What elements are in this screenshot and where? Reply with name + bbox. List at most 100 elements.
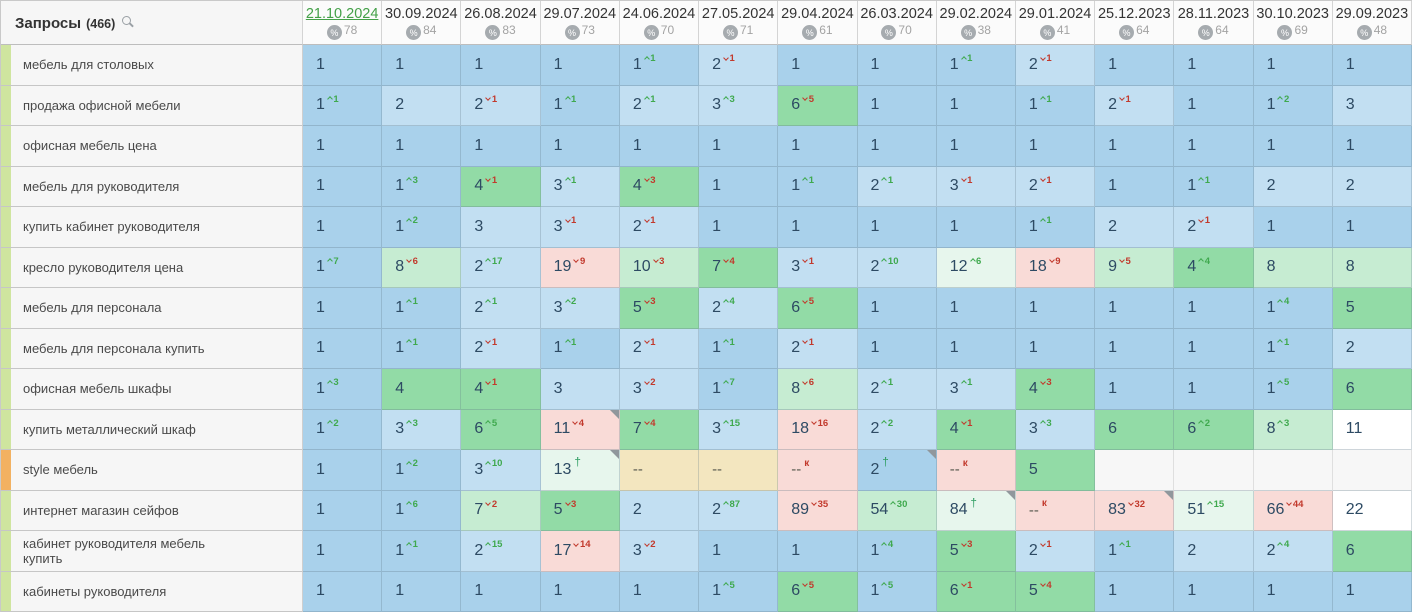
keyword-cell[interactable]: купить металлический шкаф — [1, 409, 303, 450]
column-header-date[interactable]: 28.11.2023% 64 — [1174, 1, 1254, 45]
position-value: 1 — [791, 541, 801, 559]
column-header-date[interactable]: 29.01.2024% 41 — [1015, 1, 1096, 45]
position-value: 1 — [474, 136, 484, 154]
position-cell: 1 — [778, 207, 858, 248]
new-entry-icon: † — [882, 457, 889, 469]
keyword-cell[interactable]: продажа офисной мебели — [1, 85, 303, 126]
keyword-cell[interactable]: style мебель — [1, 450, 303, 491]
keyword-cell[interactable]: офисная мебель цена — [1, 126, 303, 167]
position-value: 1 — [1187, 582, 1197, 600]
change-down-arrow: 16 — [811, 418, 828, 429]
date-label[interactable]: 29.01.2024 — [1018, 6, 1092, 22]
position-cell: 1 — [303, 531, 383, 572]
keyword-cell[interactable]: офисная мебель шкафы — [1, 369, 303, 410]
date-label[interactable]: 24.06.2024 — [622, 6, 696, 22]
column-header-date[interactable]: 26.08.2024% 83 — [461, 1, 541, 45]
change-down-arrow: 5 — [802, 297, 814, 307]
keyword-cell[interactable]: купить кабинет руководителя — [1, 207, 303, 248]
position-cell: 18 9 — [1015, 247, 1096, 288]
position-cell: 1 — [1095, 126, 1175, 167]
position-cell: 1 — [1174, 369, 1254, 410]
date-label[interactable]: 25.12.2023 — [1097, 6, 1171, 22]
position-value: 2 — [632, 501, 642, 519]
percent-icon: % — [564, 25, 580, 40]
date-label[interactable]: 29.02.2024 — [939, 6, 1013, 22]
column-header-date[interactable]: 29.07.2024% 73 — [540, 1, 620, 45]
column-header-date[interactable]: 30.10.2023% 69 — [1253, 1, 1333, 45]
date-label[interactable]: 29.09.2023 — [1335, 6, 1409, 22]
date-label[interactable]: 26.08.2024 — [464, 6, 537, 22]
change-up-arrow: 4 — [881, 540, 893, 550]
position-value: 1 — [1266, 55, 1276, 73]
position-cell: 3 — [461, 207, 541, 248]
position-value: 6 — [949, 582, 959, 600]
keyword-cell[interactable]: кабинеты руководителя — [1, 571, 303, 612]
date-label[interactable]: 29.04.2024 — [781, 6, 854, 22]
column-header-date[interactable]: 21.10.2024% 78 — [303, 1, 383, 45]
column-header-date[interactable]: 29.02.2024% 38 — [936, 1, 1016, 45]
position-value: 1 — [1108, 541, 1118, 559]
date-label[interactable]: 30.10.2023 — [1256, 6, 1329, 22]
column-header-date[interactable]: 29.04.2024% 61 — [778, 1, 858, 45]
position-value: 6 — [1345, 541, 1355, 559]
column-header-date[interactable]: 26.03.2024% 70 — [857, 1, 937, 45]
keyword-cell[interactable]: мебель для персонала купить — [1, 328, 303, 369]
position-value: 84 — [949, 501, 968, 519]
date-label[interactable]: 27.05.2024 — [701, 6, 775, 22]
change-down-arrow: 9 — [1048, 256, 1061, 267]
keyword-cell[interactable]: интернет магазин сейфов — [1, 490, 303, 531]
change-up-arrow: 6 — [969, 256, 981, 267]
keyword-cell[interactable]: мебель для персонала — [1, 288, 303, 329]
column-header-date[interactable]: 25.12.2023% 64 — [1095, 1, 1175, 45]
change-up-arrow: 2 — [1277, 94, 1289, 105]
position-value: 1 — [1345, 217, 1355, 235]
date-link-selected[interactable]: 21.10.2024 — [305, 6, 379, 22]
change-down-arrow: 1 — [723, 54, 735, 64]
visibility-badge: % 71 — [722, 23, 753, 40]
position-value: 1 — [1028, 136, 1038, 154]
date-label[interactable]: 26.03.2024 — [860, 6, 933, 22]
position-value: 1 — [1345, 55, 1355, 73]
position-value: 83 — [1108, 501, 1126, 519]
column-header-date[interactable]: 27.05.2024% 71 — [699, 1, 779, 45]
position-value: 10 — [632, 258, 651, 276]
column-header-date[interactable]: 24.06.2024% 70 — [619, 1, 700, 45]
position-value: 54 — [870, 501, 889, 519]
position-value: 1 — [712, 217, 721, 235]
position-value: 2 — [712, 55, 721, 73]
column-header-date[interactable]: 30.09.2024% 84 — [382, 1, 462, 45]
position-cell: 2 10 — [857, 247, 937, 288]
position-cell: 1 — [1332, 207, 1412, 248]
keyword-cell[interactable]: кресло руководителя цена — [1, 247, 303, 288]
percent-icon: % — [960, 25, 976, 40]
position-cell: 18 16 — [778, 409, 858, 450]
search-icon[interactable] — [122, 15, 132, 25]
position-value: 1 — [712, 177, 721, 195]
position-cell: 1 — [1015, 288, 1096, 329]
position-cell: 1 — [540, 126, 620, 167]
position-cell: 1 — [1253, 571, 1333, 612]
date-label[interactable]: 28.11.2023 — [1177, 6, 1250, 22]
position-cell: 1 — [619, 126, 700, 167]
date-label[interactable]: 29.07.2024 — [543, 6, 617, 22]
keyword-cell[interactable]: мебель для столовых — [1, 45, 303, 86]
position-cell: 1 — [1174, 85, 1254, 126]
keyword-cell[interactable]: мебель для руководителя — [1, 166, 303, 207]
position-value: 1 — [474, 55, 484, 73]
date-label[interactable]: 30.09.2024 — [385, 6, 458, 22]
column-header-date[interactable]: 29.09.2023% 48 — [1332, 1, 1412, 45]
keyword-cell[interactable]: кабинет руководителя мебель купить — [1, 531, 303, 572]
position-value: 1 — [316, 379, 325, 397]
position-value: 1 — [395, 501, 405, 519]
